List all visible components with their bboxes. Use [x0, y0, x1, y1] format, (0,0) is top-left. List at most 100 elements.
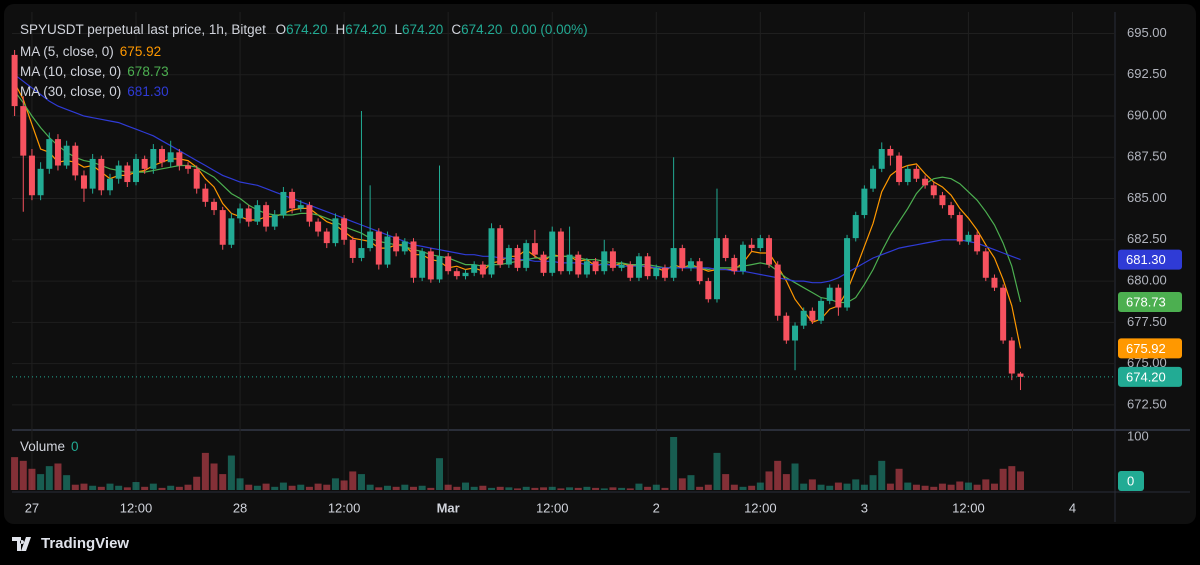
candle-body — [80, 175, 87, 189]
volume-bar — [557, 488, 565, 490]
volume-bar — [852, 479, 860, 490]
candle-body — [332, 218, 339, 244]
volume-bar — [635, 483, 643, 490]
volume-bar — [227, 455, 235, 490]
volume-bar — [219, 474, 227, 490]
volume-bar — [470, 486, 478, 490]
volume-bar — [331, 478, 339, 490]
candle-body — [367, 231, 374, 249]
candle-body — [159, 149, 166, 163]
x-tick-label: 4 — [1069, 500, 1076, 515]
volume-bar — [912, 484, 920, 490]
candle-body — [774, 264, 781, 316]
readout-value: 674.20 — [286, 22, 328, 37]
x-tick-label: 12:00 — [120, 500, 153, 515]
volume-bar — [97, 486, 105, 490]
volume-bar — [808, 479, 816, 490]
candle-body — [739, 244, 746, 272]
volume-bar — [245, 484, 253, 490]
volume-bar — [193, 476, 201, 490]
volume-bar — [115, 485, 123, 490]
volume-bar — [921, 485, 929, 490]
volume-bar — [938, 483, 946, 490]
volume-bar — [418, 485, 426, 490]
volume-bar — [123, 487, 131, 490]
readout-key: L — [394, 22, 403, 37]
volume-bar — [817, 484, 825, 490]
candle-body — [870, 168, 877, 189]
candle-body — [419, 251, 426, 278]
candle-body — [670, 248, 677, 278]
volume-bar — [158, 487, 166, 490]
candle-body — [696, 261, 703, 282]
readout-key: H — [335, 22, 346, 37]
candle-body — [141, 158, 148, 169]
candle-body — [809, 310, 816, 321]
volume-bar — [453, 486, 461, 490]
volume-bar — [11, 457, 19, 490]
volume-bar — [661, 487, 669, 490]
candle-body — [601, 251, 608, 272]
candle-body — [609, 251, 616, 268]
volume-bar — [982, 479, 990, 490]
candle-body — [757, 238, 764, 249]
volume-bar — [973, 484, 981, 490]
candle-body — [315, 221, 322, 232]
candle-body — [627, 264, 634, 278]
candle-body — [531, 243, 538, 255]
volume-name: Volume — [20, 439, 66, 454]
ma-legend-row: MA (10, close, 0) 678.73 — [20, 62, 175, 82]
candle-body — [766, 238, 773, 265]
volume-bar — [89, 485, 97, 490]
candle-body — [133, 158, 140, 183]
candle-body — [72, 145, 79, 176]
candle-body — [202, 188, 209, 202]
candle-body — [349, 239, 356, 258]
candle-body — [731, 257, 738, 272]
volume-bar — [167, 485, 175, 490]
x-tick-label: 27 — [25, 500, 39, 515]
volume-bar — [366, 484, 374, 490]
volume-bar — [444, 484, 452, 490]
volume-bar — [175, 486, 183, 490]
candle-body — [592, 261, 599, 272]
volume-bar — [895, 468, 903, 490]
candle-body — [1008, 340, 1015, 374]
volume-bar — [774, 460, 782, 490]
volume-bar — [297, 484, 305, 490]
volume-bar — [19, 460, 27, 490]
candle-body — [471, 264, 478, 273]
volume-bar — [271, 486, 279, 490]
candle-body — [341, 218, 348, 240]
volume-bar — [479, 485, 487, 490]
volume-badge: 0 — [1127, 473, 1134, 488]
volume-bar — [357, 474, 365, 490]
readout-key: C — [451, 22, 462, 37]
symbol-title: SPYUSDT perpetual last price, 1h, Bitget — [20, 22, 266, 37]
volume-bar — [956, 481, 964, 490]
candle-body — [818, 300, 825, 321]
volume-bar — [288, 485, 296, 490]
candle-body — [644, 256, 651, 277]
volume-bar — [253, 485, 261, 490]
volume-bar — [141, 486, 149, 490]
brand: TradingView — [12, 535, 129, 552]
candle-body — [852, 215, 859, 239]
volume-bar — [609, 487, 617, 490]
candle-body — [713, 238, 720, 300]
volume-bar — [540, 487, 548, 490]
volume-bar — [626, 488, 634, 490]
volume-bar — [514, 488, 522, 490]
volume-bar — [305, 486, 313, 490]
volume-bar — [990, 483, 998, 490]
x-tick-label: 3 — [861, 500, 868, 515]
candle-body — [358, 248, 365, 258]
volume-bar — [132, 482, 140, 490]
ma-price-badge-bg — [1118, 249, 1182, 270]
volume-bar — [323, 484, 331, 490]
ma-price-badge: 681.30 — [1126, 252, 1166, 267]
candle-body — [323, 231, 330, 244]
volume-bar — [722, 474, 730, 490]
volume-bar — [314, 483, 322, 490]
